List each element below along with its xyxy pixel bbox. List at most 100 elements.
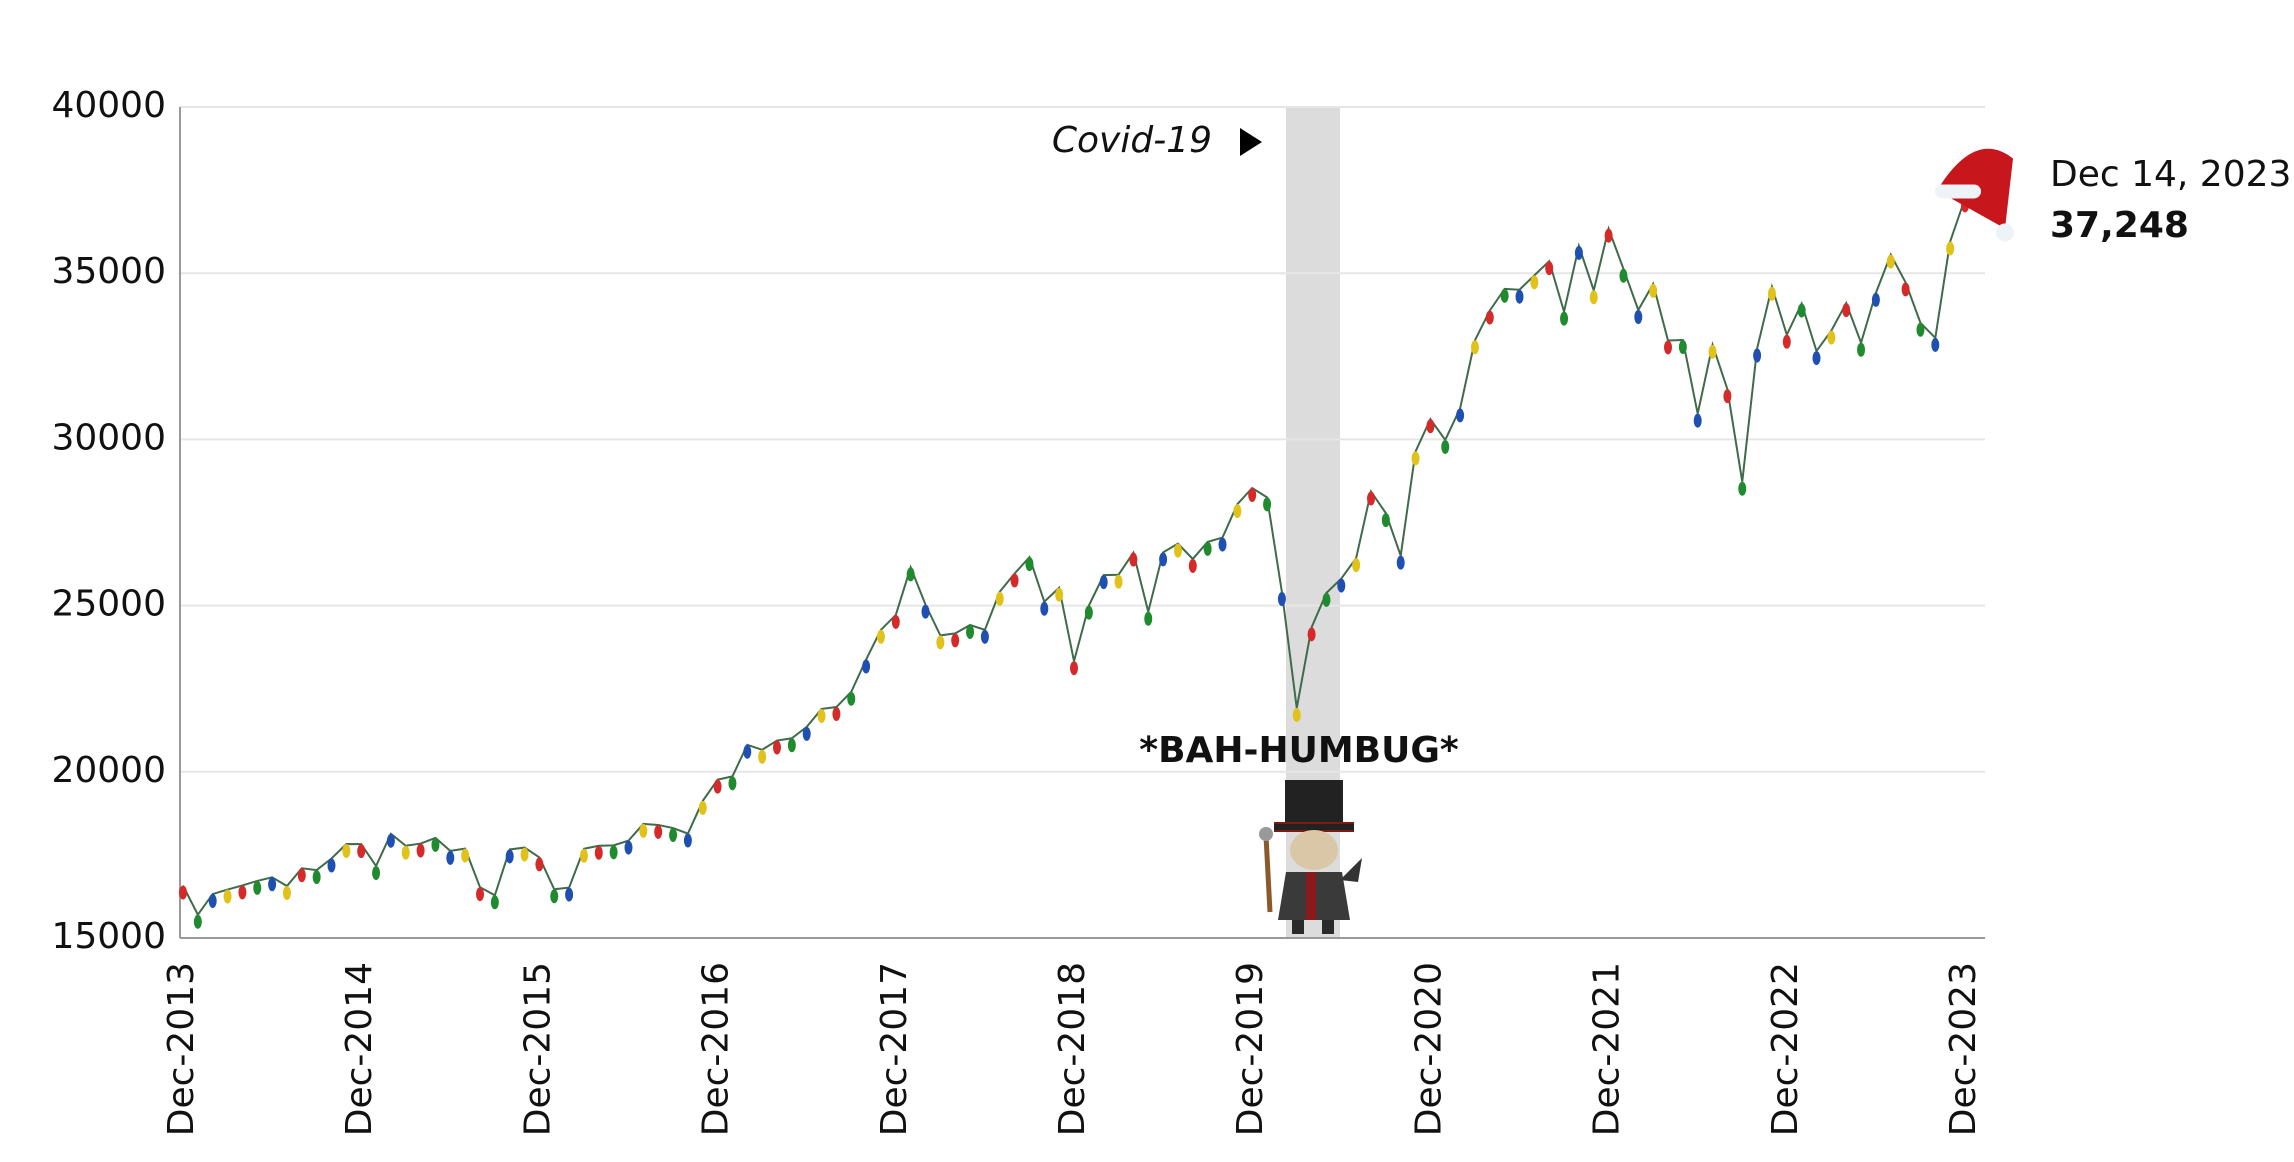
light-bulb [876,629,885,644]
light-bulb [802,726,811,741]
light-bulb [476,887,484,902]
light-bulb [297,868,306,883]
light-bulb [1411,451,1420,466]
light-bulb [1812,351,1821,366]
light-bulb [713,779,722,794]
light-bulb [193,914,202,929]
light-bulb [1827,330,1836,345]
light-bulb [1664,340,1672,355]
light-bulb [282,886,291,901]
light-bulb [773,740,781,755]
light-bulb [1797,303,1806,318]
light-bulb [1084,605,1093,620]
light-bulb [1159,552,1168,567]
x-tick-label: Dec-2014 [339,962,380,1136]
light-bulb [342,843,351,858]
light-bulb [1574,245,1583,260]
light-bulb [1055,587,1064,602]
scrooge-figure [1259,780,1362,934]
light-bulb [609,845,618,860]
light-bulb [1070,661,1078,676]
light-bulb [268,877,277,892]
x-tick-label: Dec-2022 [1765,962,1806,1136]
light-bulb [223,889,232,904]
x-tick-label: Dec-2023 [1943,962,1984,1136]
x-tick-label: Dec-2018 [1052,962,1093,1136]
light-bulb [1916,322,1925,337]
light-bulb [357,844,366,859]
light-bulb [1767,286,1776,301]
light-bulb [1589,290,1598,305]
light-bulb [743,744,752,759]
light-bulb [639,823,648,838]
light-bulb [832,707,841,722]
light-bulb [1782,334,1791,349]
light-bulb [1129,552,1138,567]
light-bulb [936,635,945,650]
light-bulb [1248,487,1257,502]
x-tick-label: Dec-2021 [1587,962,1628,1136]
light-bulb [1263,497,1272,512]
light-bulb [1307,627,1316,642]
light-bulb [416,843,425,858]
y-tick-label: 30000 [51,417,166,458]
light-bulb [683,833,692,848]
light-bulb [1649,283,1658,298]
light-bulb [1114,574,1123,589]
light-bulb [1367,491,1375,506]
light-bulb [1099,575,1108,590]
light-bulb [995,591,1004,606]
light-bulb [446,850,455,865]
light-bulb [1530,275,1539,290]
light-bulb [1188,558,1197,573]
light-bulb [758,749,767,764]
light-bulb [1886,254,1895,269]
x-tick-label: Dec-2016 [696,962,737,1136]
light-bulb [1337,578,1346,593]
light-bulb [1500,288,1509,303]
light-bulb [1203,541,1212,556]
light-bulb [862,659,871,674]
light-bulb [966,625,975,640]
light-bulb [327,858,336,873]
y-tick-label: 35000 [51,251,166,292]
light-bulb [1931,337,1940,352]
light-bulb [1901,282,1910,297]
light-bulb [817,708,826,723]
light-bulb [1352,558,1361,573]
light-bulb [1173,543,1182,558]
light-bulb [1619,268,1628,283]
light-bulb [461,848,470,863]
light-bulb [312,870,321,885]
light-bulb [565,887,574,902]
x-tick-label: Dec-2020 [1408,962,1449,1136]
light-bulb [1025,557,1034,572]
light-bulb [1233,504,1242,519]
y-tick-label: 20000 [51,750,166,791]
x-tick-label: Dec-2017 [874,962,915,1136]
light-bulb [1277,592,1286,607]
y-tick-label: 40000 [51,85,166,126]
light-bulb [951,633,960,648]
light-bulb [1545,261,1554,276]
light-bulb [921,604,930,619]
light-bulb [579,848,588,863]
light-bulb [1604,228,1613,243]
light-bulb [179,885,187,900]
light-bulb [698,800,707,815]
covid-arrow [1240,128,1262,156]
light-bulb [372,866,381,881]
light-bulb [208,894,217,909]
light-bulb [594,845,603,860]
light-bulb [1441,439,1450,454]
light-bulb [1857,342,1866,357]
light-bulb [1946,241,1955,256]
light-bulb [1485,310,1494,325]
santa-hat-trim [1935,184,1981,199]
last-date-label: Dec 14, 2023 [2050,154,2291,195]
light-bulb [1871,292,1880,307]
light-bulb [550,889,559,904]
light-bulb [1708,344,1717,359]
light-bulb [1560,311,1569,326]
